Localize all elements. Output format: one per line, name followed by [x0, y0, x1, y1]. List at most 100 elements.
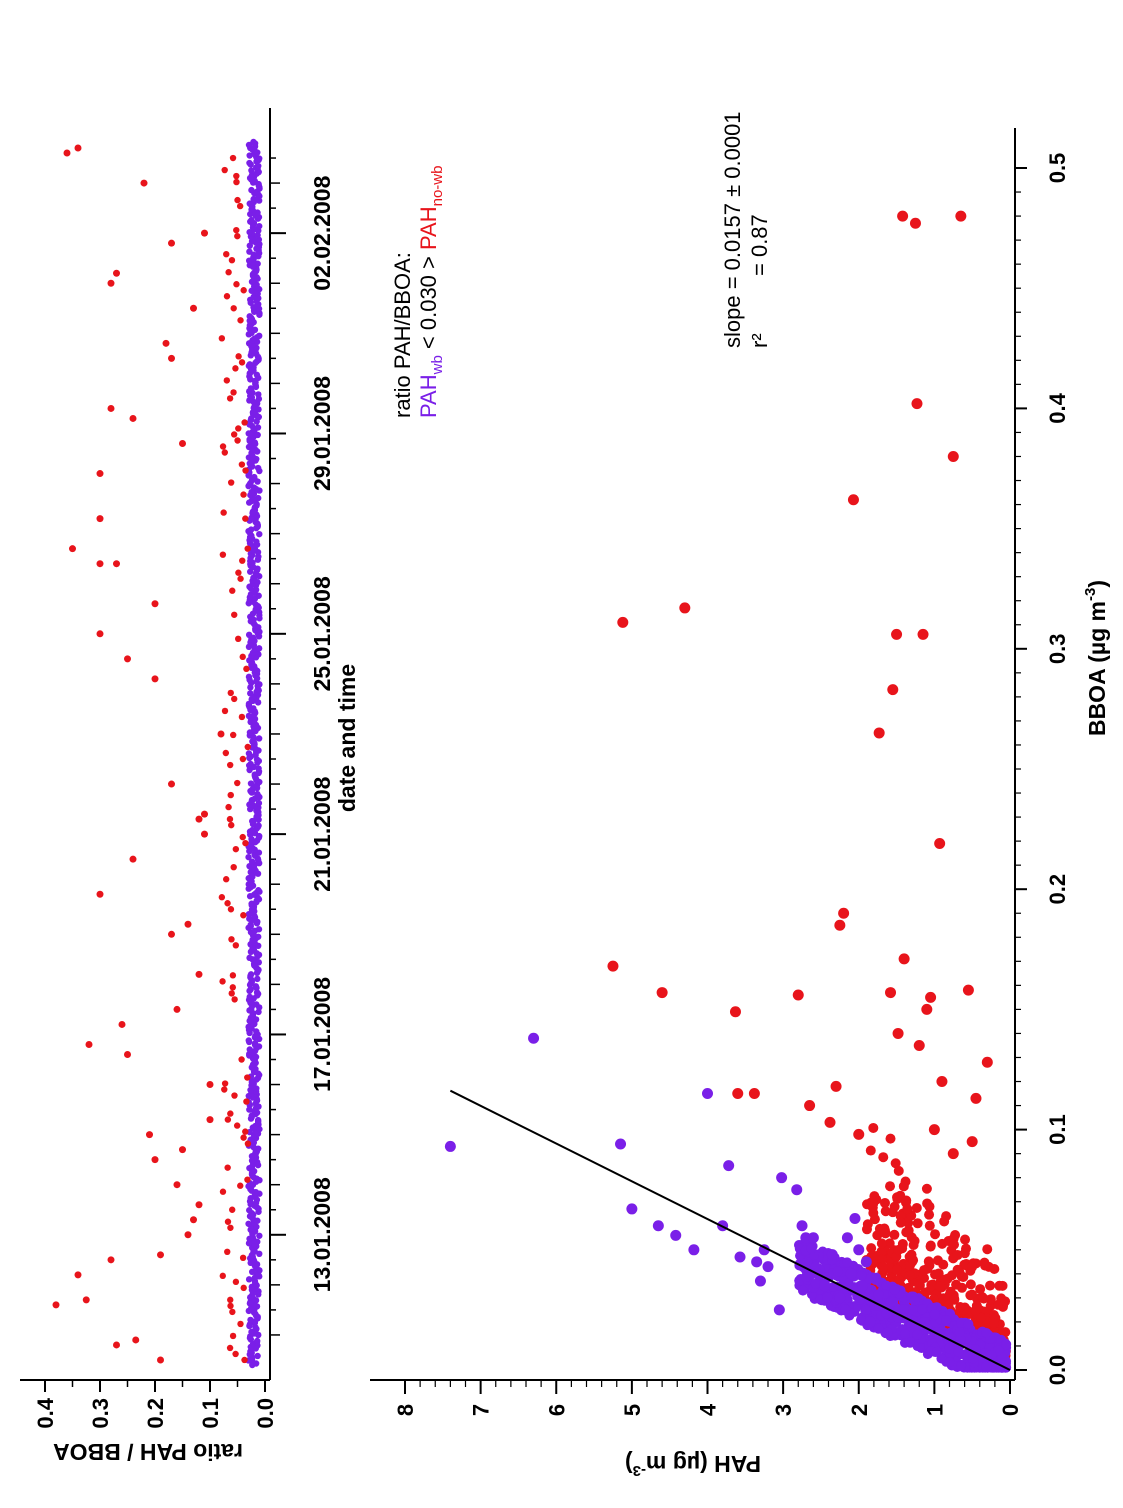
ratio-point-nowb: [228, 256, 236, 264]
pah-point-nowb: [792, 989, 804, 1001]
pah-point-nowb: [909, 217, 921, 229]
pah-point-nowb: [879, 1197, 890, 1208]
bboa-tick-label: 0: [998, 1404, 1023, 1416]
pah-point-wb: [853, 1244, 865, 1256]
pah-point-wb: [832, 1266, 843, 1277]
pah-point-wb: [723, 1160, 735, 1172]
ratio-point-wb: [245, 673, 253, 681]
pah-point-wb: [828, 1282, 839, 1293]
pah-point-wb: [953, 1346, 964, 1357]
pah-point-wb: [797, 1285, 808, 1296]
ratio-point-nowb: [244, 1140, 252, 1147]
ratio-point-nowb: [235, 569, 242, 576]
pah-point-wb: [840, 1304, 851, 1315]
ratio-point-wb: [246, 228, 253, 236]
pah-point-nowb: [893, 1165, 904, 1176]
ratio-point-nowb: [242, 1128, 249, 1135]
ratio-point-nowb: [243, 1098, 250, 1105]
pah-bboa-points: [444, 210, 1012, 1373]
pah-point-nowb: [950, 1229, 961, 1240]
ratio-point-nowb: [231, 1092, 238, 1099]
pah-point-wb: [845, 1268, 857, 1280]
ratio-point-nowb: [221, 1086, 228, 1093]
ratio-point-nowb: [129, 855, 137, 863]
ratio-point-wb: [251, 326, 259, 334]
pah-point-nowb: [965, 1290, 976, 1301]
ratio-point-nowb: [228, 936, 235, 943]
pah-point-wb: [688, 1244, 700, 1256]
ratio-point-nowb: [224, 1248, 231, 1256]
ratio-point-nowb: [113, 560, 120, 568]
ratio-point-nowb: [232, 845, 240, 853]
ratio-point-nowb: [240, 1284, 247, 1292]
pah-point-nowb: [965, 1279, 976, 1290]
pah-point-wb: [881, 1280, 892, 1291]
ratio-point-nowb: [96, 890, 104, 898]
ratio-point-nowb: [226, 815, 234, 823]
bboa-tick-label: 4: [696, 1403, 721, 1416]
ratio-point-nowb: [233, 178, 240, 186]
pah-point-nowb: [885, 987, 897, 999]
bottom-x-axis-title: BBOA (µg m-3): [1082, 580, 1110, 736]
pah-point-nowb: [919, 1265, 930, 1276]
pah-point-wb: [800, 1232, 812, 1244]
ratio-point-nowb: [113, 269, 120, 277]
ratio-point-wb: [246, 313, 253, 320]
ratio-point-wb: [245, 1220, 252, 1227]
slope-annotation: slope = 0.0157 ± 0.0001: [720, 111, 745, 348]
pah-point-nowb: [866, 1243, 877, 1254]
pah-point-nowb: [924, 1201, 935, 1212]
pah-point-wb: [981, 1327, 992, 1338]
ratio-point-wb: [255, 926, 263, 933]
ratio-point-nowb: [223, 250, 230, 258]
pah-point-nowb: [877, 1254, 888, 1265]
ratio-point-nowb: [230, 305, 237, 312]
pah-point-nowb: [885, 1181, 896, 1192]
pah-point-wb: [857, 1280, 869, 1292]
ratio-point-nowb: [232, 365, 239, 372]
ratio-point-wb: [247, 780, 255, 787]
ratio-point-wb: [248, 186, 255, 194]
ratio-point-wb: [252, 983, 260, 990]
bottom-x-ticks: 0 1 2 3 4 5 6 7 8: [393, 1380, 1023, 1416]
ratio-point-wb: [255, 887, 262, 894]
pah-point-wb: [702, 1088, 713, 1100]
ratio-point-nowb: [168, 239, 175, 247]
pah-point-wb: [941, 1315, 952, 1326]
pah-point-wb: [899, 1303, 910, 1314]
ratio-point-nowb: [226, 761, 234, 769]
ratio-point-nowb: [96, 515, 104, 523]
pah-point-nowb: [975, 1284, 986, 1295]
bboa-tick-label: 3: [771, 1404, 796, 1416]
pah-point-nowb: [956, 1282, 967, 1293]
ratio-point-wb: [245, 853, 252, 861]
ratio-point-nowb: [233, 226, 240, 234]
pah-point-wb: [806, 1243, 817, 1254]
ratio-point-nowb: [221, 1080, 229, 1087]
pah-point-nowb: [834, 919, 846, 931]
ratio-point-nowb: [244, 545, 251, 552]
pah-point-nowb: [887, 684, 899, 696]
ratio-point-wb: [247, 690, 254, 697]
ratio-point-wb: [246, 1046, 253, 1053]
pah-point-wb: [841, 1232, 853, 1244]
bboa-tick-label: 8: [393, 1404, 418, 1416]
top-x-tick-label: 02.02.2008: [309, 175, 335, 290]
ratio-point-wb: [255, 822, 262, 829]
ratio-point-nowb: [124, 1050, 131, 1058]
ratio-point-nowb: [224, 900, 231, 907]
ratio-point-nowb: [157, 1356, 164, 1364]
ratio-point-nowb: [241, 1356, 248, 1364]
ratio-point-nowb: [232, 1350, 239, 1358]
pah-point-nowb: [885, 1133, 896, 1144]
ratio-point-nowb: [206, 1081, 214, 1089]
pah-point-nowb: [949, 1239, 960, 1250]
ratio-point-nowb: [52, 1301, 60, 1309]
pah-point-nowb: [904, 1270, 915, 1281]
pah-point-nowb: [748, 1088, 760, 1100]
pah-point-nowb: [925, 1240, 936, 1251]
ratio-point-wb: [245, 1276, 253, 1283]
pah-point-nowb: [880, 1228, 891, 1239]
ratio-point-nowb: [132, 1336, 140, 1344]
ratio-point-nowb: [233, 281, 240, 288]
